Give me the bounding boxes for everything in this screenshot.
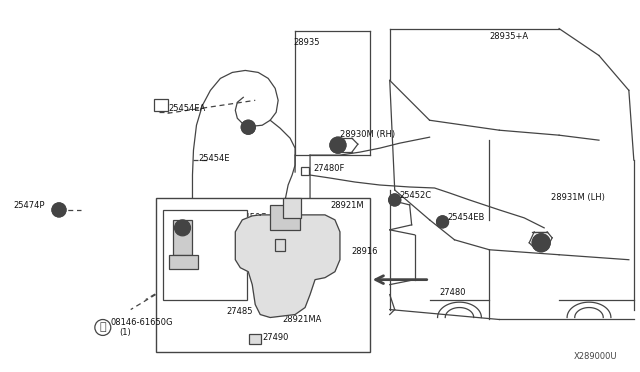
Text: 25454E: 25454E bbox=[198, 154, 230, 163]
Text: 25452C: 25452C bbox=[400, 192, 432, 201]
Text: 08146-61650G: 08146-61650G bbox=[175, 223, 238, 232]
Bar bbox=[301, 167, 309, 175]
Bar bbox=[156, 198, 370, 352]
Circle shape bbox=[223, 217, 234, 227]
Text: 28935+A: 28935+A bbox=[490, 32, 529, 41]
Bar bbox=[168, 255, 198, 269]
Text: X289000U: X289000U bbox=[573, 352, 617, 361]
Circle shape bbox=[214, 314, 227, 326]
Text: 28930M (RH): 28930M (RH) bbox=[340, 130, 395, 139]
Text: 25474P: 25474P bbox=[13, 201, 45, 211]
Circle shape bbox=[188, 265, 198, 275]
Text: 28935: 28935 bbox=[293, 38, 319, 47]
Circle shape bbox=[175, 220, 191, 236]
Bar bbox=[163, 210, 247, 299]
Text: 25450G: 25450G bbox=[234, 214, 267, 222]
Text: 28916: 28916 bbox=[352, 247, 378, 256]
Circle shape bbox=[179, 224, 186, 232]
Circle shape bbox=[330, 137, 346, 153]
Text: (1): (1) bbox=[119, 328, 131, 337]
Text: 25454EA: 25454EA bbox=[168, 104, 206, 113]
Bar bbox=[270, 205, 300, 230]
Circle shape bbox=[388, 194, 401, 206]
Text: Ⓑ: Ⓑ bbox=[169, 228, 176, 238]
Text: 27485: 27485 bbox=[227, 307, 253, 316]
Text: (1): (1) bbox=[182, 233, 195, 242]
Text: 27490: 27490 bbox=[262, 333, 289, 342]
Circle shape bbox=[270, 320, 280, 330]
Text: 28921MA: 28921MA bbox=[282, 315, 321, 324]
Text: 28921M: 28921M bbox=[330, 201, 364, 211]
Text: 27480: 27480 bbox=[440, 288, 466, 297]
Polygon shape bbox=[236, 215, 340, 318]
Circle shape bbox=[52, 203, 66, 217]
Bar bbox=[283, 198, 301, 218]
Bar bbox=[154, 99, 168, 111]
Text: Ⓑ: Ⓑ bbox=[99, 323, 106, 333]
Text: 25454EB: 25454EB bbox=[447, 214, 485, 222]
Text: 27480F: 27480F bbox=[313, 164, 344, 173]
Text: 08146-61650G: 08146-61650G bbox=[111, 318, 173, 327]
Bar bbox=[173, 220, 193, 255]
Text: 28931M (LH): 28931M (LH) bbox=[551, 193, 605, 202]
Bar bbox=[249, 334, 261, 344]
Circle shape bbox=[241, 120, 255, 134]
Circle shape bbox=[436, 216, 449, 228]
Bar bbox=[275, 239, 285, 251]
Circle shape bbox=[168, 265, 177, 275]
Circle shape bbox=[532, 234, 550, 252]
